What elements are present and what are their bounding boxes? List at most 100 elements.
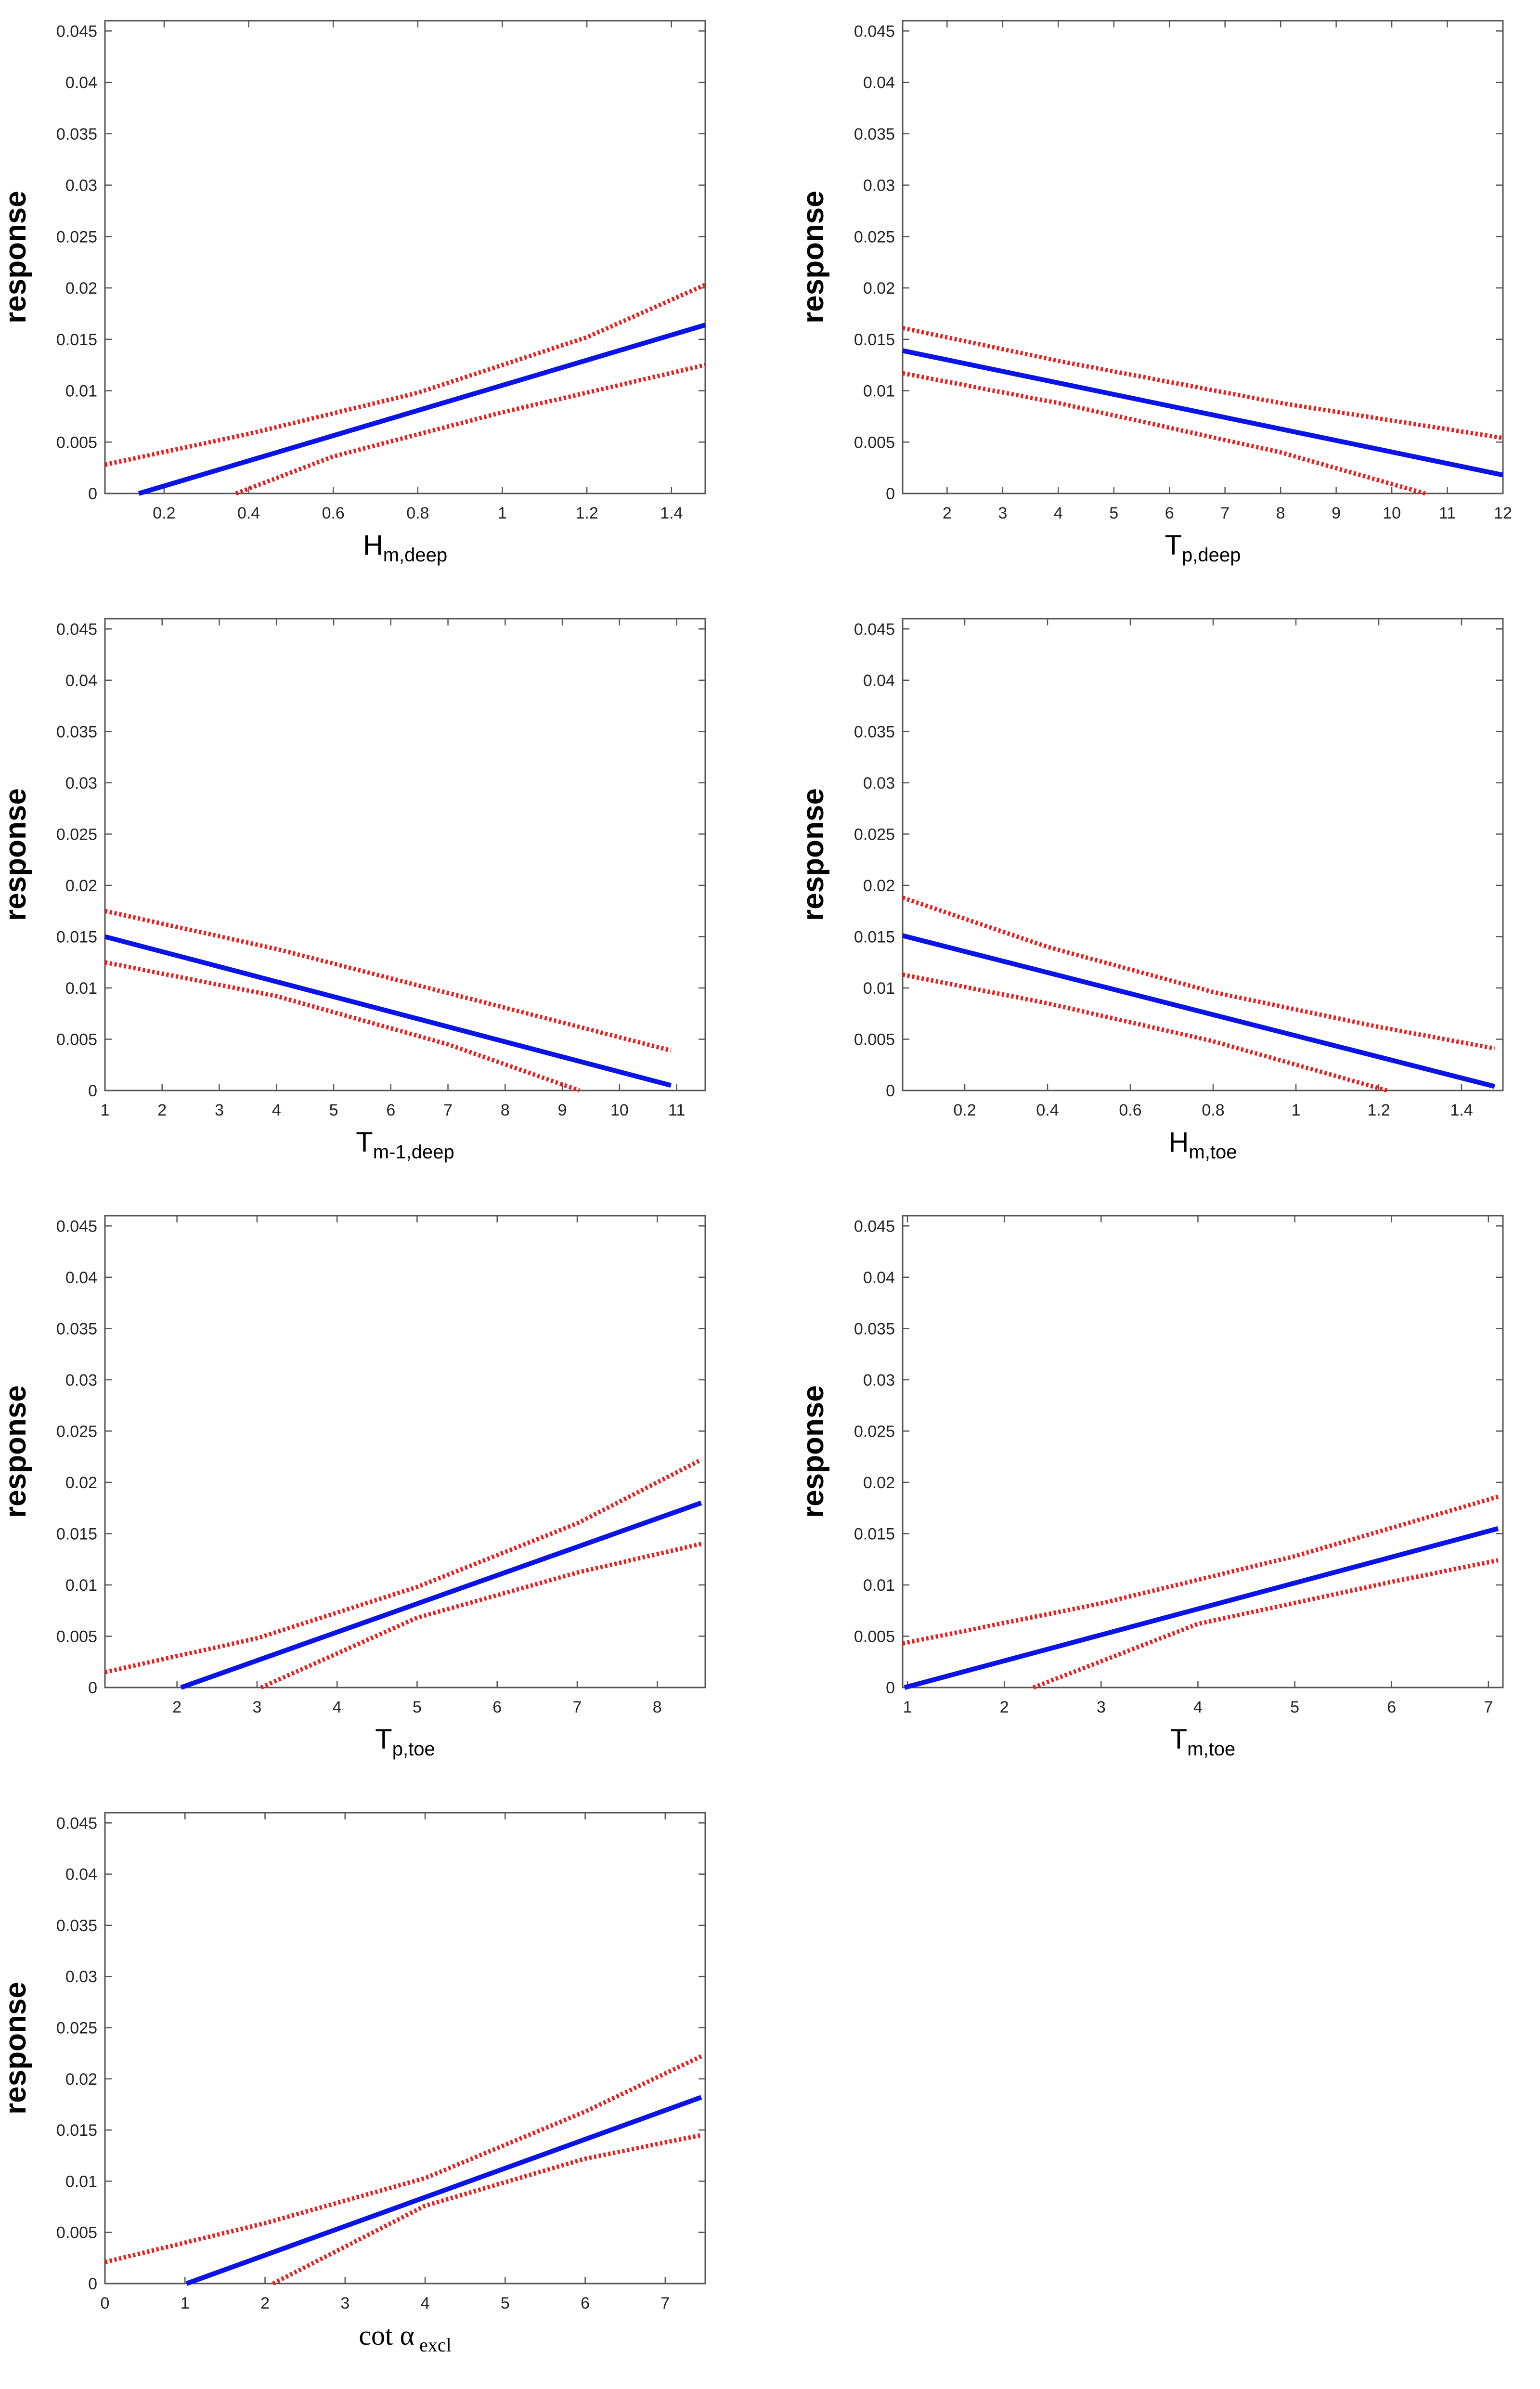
y-tick-label: 0.045 bbox=[56, 22, 97, 40]
series-upper bbox=[104, 909, 672, 1053]
y-tick-label: 0.015 bbox=[56, 1525, 97, 1543]
x-tick-label: 10 bbox=[1383, 504, 1401, 522]
x-tick-label: 0.2 bbox=[153, 504, 175, 522]
chart-p2: 0 0.005 0.01 0.015 0.02 0.025 0.03 0.035 0.04 0.0… bbox=[797, 20, 1512, 566]
y-tick-label: 0.04 bbox=[65, 1866, 97, 1884]
y-tick-label: 0.03 bbox=[65, 1371, 97, 1389]
x-tick-label: 11 bbox=[1439, 504, 1456, 522]
series-upper bbox=[104, 283, 706, 467]
y-tick-label: 0.045 bbox=[56, 1217, 97, 1235]
x-tick-label: 0.4 bbox=[1036, 1101, 1059, 1119]
series-fit bbox=[904, 1526, 1499, 1690]
x-tick-label: 6 bbox=[492, 1698, 502, 1716]
x-tick-label: 4 bbox=[1193, 1698, 1203, 1716]
y-tick-label: 0.045 bbox=[56, 1814, 97, 1832]
y-tick-label: 0.035 bbox=[56, 723, 97, 741]
x-axis-label: cot α excl bbox=[359, 2320, 451, 2356]
y-tick-label: 0.045 bbox=[854, 1217, 895, 1235]
y-axis-label: response bbox=[0, 788, 32, 921]
y-tick-label: 0.045 bbox=[854, 22, 895, 40]
y-axis-label: response bbox=[797, 191, 830, 324]
chart-p4: 0 0.005 0.01 0.015 0.02 0.025 0.03 0.035 0.04 0.0… bbox=[797, 618, 1504, 1163]
y-tick-label: 0.035 bbox=[56, 1917, 97, 1935]
y-tick-label: 0.04 bbox=[863, 74, 895, 92]
y-tick-label: 0.005 bbox=[854, 433, 895, 452]
y-tick-label: 0.015 bbox=[56, 331, 97, 349]
x-tick-label: 2 bbox=[157, 1101, 167, 1119]
y-tick-label: 0.01 bbox=[65, 1576, 97, 1595]
y-tick-label: 0 bbox=[88, 1679, 97, 1697]
y-tick-label: 0.005 bbox=[854, 1627, 895, 1646]
y-tick-label: 0.01 bbox=[65, 2172, 97, 2191]
y-tick-label: 0.02 bbox=[65, 877, 97, 895]
plot-frame bbox=[104, 1215, 706, 1688]
y-axis-label: response bbox=[797, 788, 830, 921]
x-tick-label: 8 bbox=[501, 1101, 510, 1119]
y-tick-label: 0 bbox=[88, 485, 97, 503]
x-tick-label: 3 bbox=[1097, 1698, 1106, 1716]
y-tick-label: 0 bbox=[886, 1679, 895, 1697]
plot-frame bbox=[902, 1215, 1504, 1688]
x-tick-label: 5 bbox=[1290, 1698, 1299, 1716]
y-tick-label: 0.02 bbox=[65, 2070, 97, 2089]
y-tick-label: 0.025 bbox=[854, 825, 895, 844]
y-tick-label: 0 bbox=[886, 1082, 895, 1100]
x-tick-label: 1 bbox=[101, 1101, 110, 1119]
y-tick-label: 0.015 bbox=[854, 1525, 895, 1543]
y-tick-label: 0.02 bbox=[863, 877, 895, 895]
series-lower bbox=[235, 363, 706, 496]
series-lower bbox=[272, 2133, 702, 2286]
y-tick-label: 0.04 bbox=[65, 672, 97, 690]
x-tick-label: 6 bbox=[1387, 1698, 1396, 1716]
y-tick-label: 0.02 bbox=[863, 279, 895, 298]
y-tick-label: 0.035 bbox=[56, 1320, 97, 1338]
y-tick-label: 0.04 bbox=[863, 1269, 895, 1287]
x-axis-label: Tm,toe bbox=[1170, 1724, 1235, 1760]
x-tick-label: 4 bbox=[272, 1101, 281, 1119]
x-tick-label: 4 bbox=[333, 1698, 342, 1716]
y-tick-label: 0.02 bbox=[65, 279, 97, 298]
x-tick-label: 5 bbox=[329, 1101, 338, 1119]
y-tick-label: 0.03 bbox=[65, 1968, 97, 1986]
plot-frame bbox=[902, 20, 1504, 494]
x-tick-label: 0.8 bbox=[406, 504, 429, 522]
plot-frame bbox=[902, 618, 1504, 1091]
x-tick-label: 3 bbox=[252, 1698, 261, 1716]
y-tick-label: 0.035 bbox=[854, 125, 895, 143]
y-tick-label: 0.01 bbox=[863, 382, 895, 401]
y-tick-label: 0.04 bbox=[65, 1269, 97, 1287]
y-tick-label: 0.005 bbox=[56, 1030, 97, 1049]
x-tick-label: 12 bbox=[1494, 504, 1512, 522]
y-tick-label: 0.03 bbox=[65, 774, 97, 792]
x-tick-label: 0.8 bbox=[1202, 1101, 1224, 1119]
x-tick-label: 6 bbox=[386, 1101, 395, 1119]
y-tick-label: 0 bbox=[88, 2275, 97, 2293]
x-tick-label: 5 bbox=[501, 2294, 510, 2312]
series-upper bbox=[902, 896, 1495, 1051]
x-tick-label: 9 bbox=[1332, 504, 1341, 522]
series-fit bbox=[104, 934, 672, 1088]
y-axis-label: response bbox=[797, 1385, 830, 1518]
y-tick-label: 0.015 bbox=[854, 928, 895, 946]
y-tick-label: 0.045 bbox=[854, 620, 895, 638]
chart-p3: 0 0.005 0.01 0.015 0.02 0.025 0.03 0.035 0.04 0.0… bbox=[0, 618, 706, 1163]
x-tick-label: 2 bbox=[1000, 1698, 1009, 1716]
x-axis-label: Tm-1,deep bbox=[356, 1127, 454, 1163]
x-tick-label: 1 bbox=[498, 504, 507, 522]
series-upper bbox=[104, 2054, 702, 2264]
chart-p5: 0 0.005 0.01 0.015 0.02 0.025 0.03 0.035 0.04 0.0… bbox=[0, 1215, 706, 1760]
x-tick-label: 7 bbox=[1220, 504, 1229, 522]
y-tick-label: 0.015 bbox=[56, 2121, 97, 2140]
y-tick-label: 0 bbox=[886, 485, 895, 503]
x-tick-label: 4 bbox=[1054, 504, 1063, 522]
y-tick-label: 0.025 bbox=[56, 2019, 97, 2037]
y-tick-label: 0.01 bbox=[65, 979, 97, 998]
chart-p1: 0 0.005 0.01 0.015 0.02 0.025 0.03 0.035 0.04 0.0… bbox=[0, 20, 706, 566]
y-tick-label: 0.035 bbox=[56, 125, 97, 143]
series-fit bbox=[180, 1500, 702, 1690]
series-fit bbox=[902, 348, 1504, 478]
y-tick-label: 0.02 bbox=[863, 1474, 895, 1492]
x-tick-label: 1.4 bbox=[1450, 1101, 1473, 1119]
x-tick-label: 2 bbox=[260, 2294, 270, 2312]
series-lower bbox=[902, 972, 1388, 1093]
